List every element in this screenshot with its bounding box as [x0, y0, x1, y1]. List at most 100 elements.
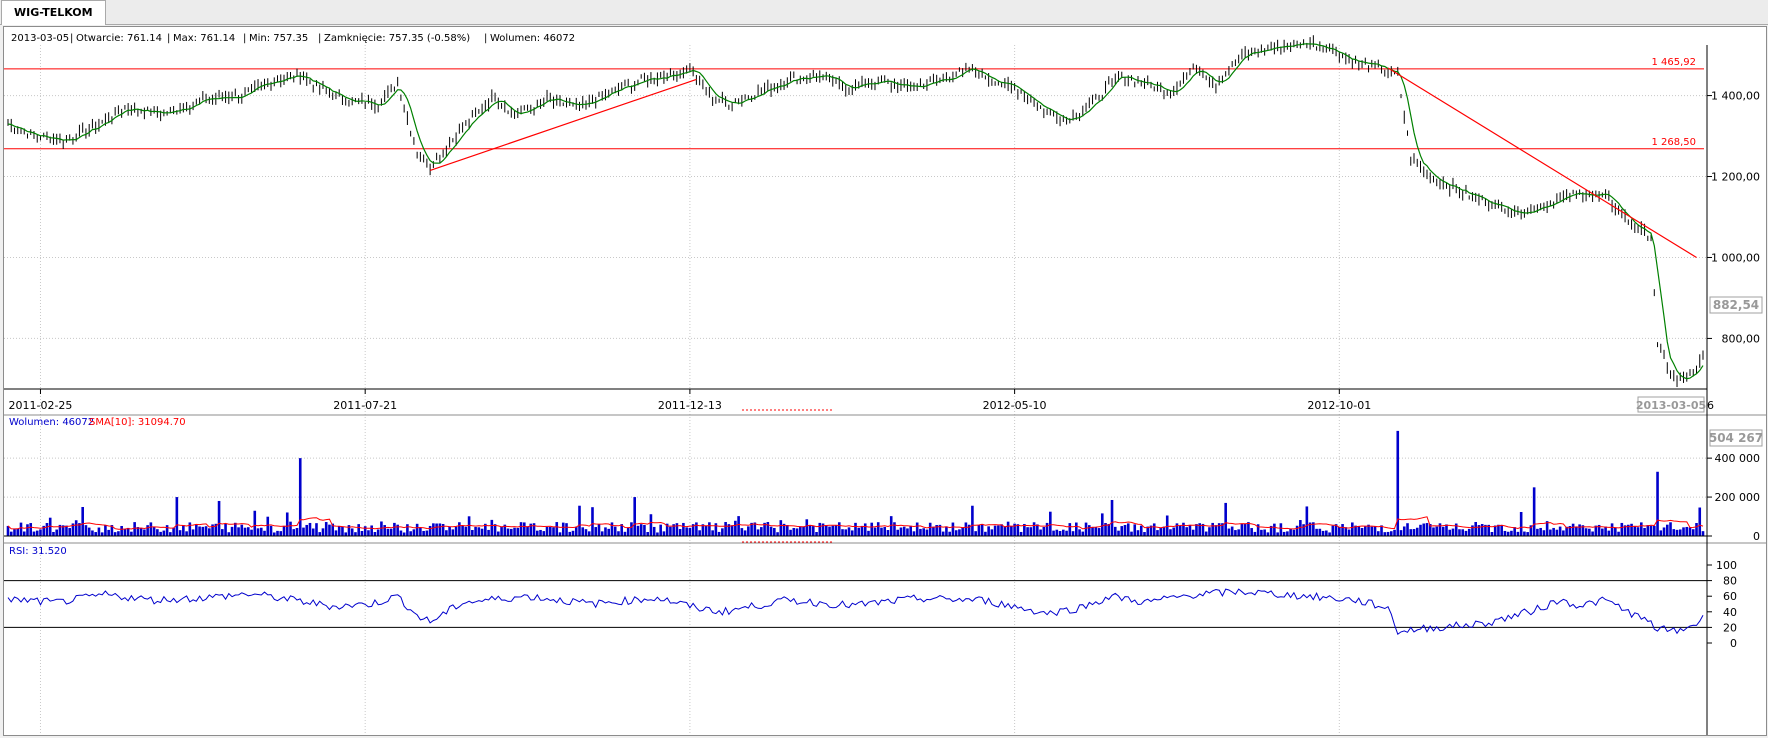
price-y-tick-label: 1 200,00	[1711, 171, 1760, 184]
volume-bar	[454, 526, 458, 536]
volume-bar	[380, 521, 383, 536]
volume-bar	[529, 523, 533, 536]
volume-bar	[1367, 524, 1370, 536]
volume-bar	[39, 529, 42, 536]
volume-bar	[1490, 532, 1494, 536]
volume-bar	[643, 524, 646, 536]
volume-bar	[685, 527, 688, 536]
volume-bar	[298, 458, 302, 536]
volume-bar	[1279, 523, 1283, 536]
volume-bar	[1273, 523, 1276, 536]
volume-bar	[1172, 527, 1176, 536]
volume-bar	[734, 520, 737, 536]
volume-bar	[1627, 524, 1630, 536]
volume-bar	[419, 527, 422, 536]
volume-bar	[256, 528, 260, 536]
volume-bar	[1331, 525, 1335, 536]
rsi-line	[7, 588, 1704, 635]
volume-bar	[1013, 523, 1016, 536]
volume-bar	[97, 527, 101, 536]
info-min: Min: 757.35	[249, 33, 308, 44]
volume-bar	[1562, 530, 1565, 536]
volume-bar	[980, 523, 984, 536]
volume-bar	[230, 526, 234, 536]
info-sep-4: |	[318, 33, 321, 44]
volume-bar	[789, 529, 792, 536]
volume-bar	[1467, 528, 1471, 536]
volume-bar	[1578, 524, 1581, 536]
volume-bar	[578, 505, 581, 536]
volume-bar	[737, 516, 740, 536]
volume-bar	[756, 529, 760, 536]
volume-bar	[1428, 524, 1432, 536]
volume-bar	[646, 532, 649, 536]
volume-bar	[78, 523, 81, 536]
volume-bar	[1597, 524, 1601, 536]
volume-bar	[1260, 529, 1263, 536]
volume-bar	[1675, 529, 1679, 536]
volume-bar	[191, 529, 195, 536]
volume-bar	[623, 531, 627, 536]
volume-bar	[289, 521, 292, 536]
volume-bar	[1071, 531, 1075, 536]
price-y-tick-label: 800,00	[1722, 332, 1761, 345]
volume-bar	[1464, 530, 1468, 536]
volume-bar	[1516, 531, 1520, 536]
volume-bar	[1604, 526, 1607, 536]
volume-bar	[1536, 528, 1539, 536]
volume-bar	[1545, 521, 1549, 536]
volume-bar	[1633, 526, 1637, 536]
volume-bar	[1250, 528, 1253, 536]
volume-bar	[389, 528, 393, 536]
volume-bar	[406, 524, 409, 536]
rsi-legend: RSI: 31.520	[9, 546, 67, 557]
volume-bar	[974, 531, 977, 536]
volume-bar	[1614, 527, 1617, 536]
volume-bar	[967, 524, 971, 536]
volume-bar	[19, 522, 23, 536]
volume-bar	[292, 529, 296, 536]
volume-bar	[1607, 530, 1611, 536]
volume-bar	[331, 523, 335, 536]
volume-bar	[902, 526, 906, 536]
volume-bar	[1256, 524, 1260, 536]
volume-bar	[1484, 524, 1487, 536]
volume-bar	[1393, 529, 1396, 536]
volume-bar	[1152, 523, 1156, 536]
volume-bar	[675, 523, 679, 536]
volume-bar	[1149, 525, 1153, 536]
rsi-panel: RSI: 31.520 0 20 40 60 80 100	[4, 542, 1766, 650]
volume-bar	[834, 525, 838, 536]
volume-bar	[1182, 522, 1185, 536]
volume-bar	[948, 531, 951, 536]
volume-bar	[724, 522, 727, 536]
volume-bar	[773, 527, 776, 536]
volume-bar	[1302, 524, 1305, 536]
volume-bar	[682, 522, 685, 536]
volume-bar	[1325, 530, 1328, 536]
volume-bar	[1474, 521, 1478, 536]
tab-wig-telkom[interactable]: WIG-TELKOM	[1, 0, 106, 25]
volume-bar	[506, 528, 510, 536]
volume-bar	[542, 531, 546, 536]
volume-bar	[172, 527, 175, 536]
volume-bar	[889, 516, 893, 536]
volume-bar	[636, 525, 640, 536]
volume-bar	[204, 526, 208, 536]
volume-bar	[766, 521, 770, 536]
volume-bar	[1354, 525, 1357, 536]
volume-bar	[341, 526, 344, 536]
chart-area: 2013-03-05 | Otwarcie: 761.14 | Max: 761…	[3, 26, 1767, 736]
volume-bar	[620, 524, 624, 536]
volume-bar	[1448, 529, 1452, 536]
volume-bar	[282, 526, 286, 536]
rsi-y-tick-label: 20	[1723, 621, 1737, 634]
volume-bar	[1003, 526, 1007, 536]
volume-bar	[516, 527, 520, 536]
volume-bar	[1678, 529, 1682, 536]
volume-bar	[29, 523, 33, 536]
volume-bar	[928, 522, 932, 536]
volume-bar	[1487, 524, 1490, 536]
volume-bar	[253, 510, 257, 536]
volume-bar	[250, 529, 253, 536]
